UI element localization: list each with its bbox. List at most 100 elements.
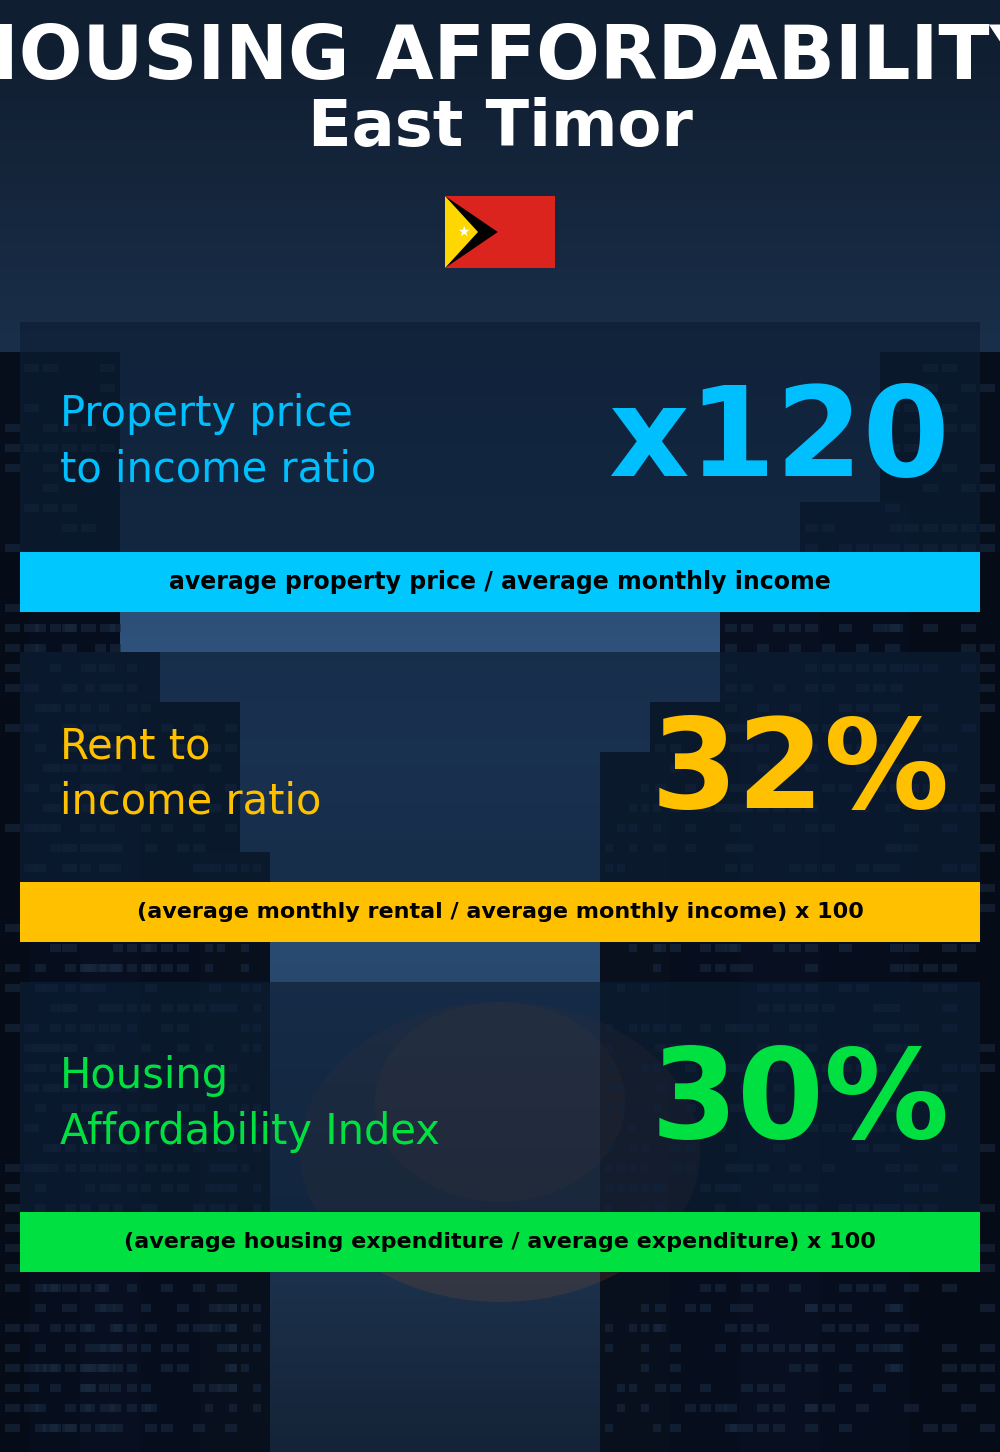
Bar: [229, 1265, 237, 1272]
Bar: [113, 844, 123, 852]
Bar: [715, 1204, 726, 1212]
Bar: [35, 645, 46, 652]
Bar: [209, 1304, 221, 1313]
Bar: [856, 1404, 869, 1411]
Bar: [670, 944, 681, 953]
Bar: [217, 1384, 225, 1392]
Bar: [80, 1085, 91, 1092]
Bar: [95, 1363, 106, 1372]
Bar: [942, 764, 957, 772]
Bar: [217, 1284, 225, 1292]
Bar: [730, 784, 741, 791]
Bar: [43, 504, 58, 513]
Bar: [193, 844, 205, 852]
Bar: [127, 704, 137, 711]
Bar: [193, 1384, 205, 1392]
Bar: [141, 1003, 151, 1012]
Bar: [145, 1244, 157, 1252]
Bar: [127, 664, 137, 672]
Bar: [20, 881, 980, 942]
Bar: [757, 1384, 769, 1392]
Bar: [873, 1024, 886, 1032]
Bar: [856, 884, 869, 892]
Bar: [904, 444, 919, 452]
Bar: [127, 1345, 137, 1352]
Bar: [942, 1384, 957, 1392]
Bar: [253, 984, 261, 992]
Bar: [145, 964, 157, 971]
Bar: [923, 984, 938, 992]
Bar: [789, 1124, 801, 1133]
Bar: [177, 944, 189, 953]
Bar: [193, 1064, 205, 1072]
Bar: [890, 1363, 903, 1372]
Bar: [35, 1404, 46, 1411]
Bar: [161, 1003, 173, 1012]
Bar: [822, 664, 835, 672]
Bar: [961, 544, 976, 552]
Bar: [805, 764, 818, 772]
Bar: [741, 1085, 753, 1092]
Bar: [856, 584, 869, 592]
Bar: [127, 1104, 137, 1112]
Bar: [85, 1024, 95, 1032]
Bar: [127, 1144, 137, 1151]
Bar: [5, 1165, 20, 1172]
Bar: [605, 844, 613, 852]
Bar: [942, 804, 957, 812]
Bar: [95, 1345, 106, 1352]
Bar: [715, 1345, 726, 1352]
Bar: [80, 844, 91, 852]
Bar: [805, 764, 817, 772]
Bar: [24, 1085, 39, 1092]
Bar: [923, 725, 938, 732]
Bar: [885, 1363, 900, 1372]
Bar: [773, 984, 785, 992]
Bar: [805, 1244, 817, 1252]
Bar: [43, 1044, 58, 1053]
Bar: [822, 1324, 835, 1331]
Bar: [217, 1165, 225, 1172]
Bar: [145, 1404, 157, 1411]
Bar: [5, 1345, 20, 1352]
Bar: [885, 1265, 900, 1272]
Bar: [50, 1144, 61, 1151]
Bar: [670, 743, 681, 752]
Bar: [685, 844, 696, 852]
Bar: [81, 964, 96, 971]
Bar: [24, 563, 39, 572]
Bar: [65, 684, 76, 693]
Bar: [670, 1384, 681, 1392]
Bar: [43, 764, 58, 772]
Bar: [113, 964, 123, 971]
Bar: [789, 1284, 801, 1292]
Bar: [113, 684, 123, 693]
Bar: [253, 1183, 261, 1192]
Bar: [193, 884, 205, 892]
Bar: [127, 684, 137, 693]
Bar: [730, 1064, 741, 1072]
Bar: [24, 1124, 39, 1133]
Bar: [65, 1324, 76, 1331]
Bar: [127, 1384, 137, 1392]
Bar: [99, 725, 109, 732]
Bar: [725, 1165, 737, 1172]
Bar: [641, 1244, 649, 1252]
Bar: [757, 1003, 769, 1012]
Bar: [961, 1244, 976, 1252]
Bar: [605, 1183, 613, 1192]
Bar: [856, 923, 869, 932]
Bar: [110, 1183, 121, 1192]
Bar: [725, 1064, 737, 1072]
Bar: [730, 1304, 741, 1313]
Bar: [193, 725, 205, 732]
Bar: [5, 424, 20, 433]
Bar: [65, 964, 76, 971]
Bar: [24, 823, 39, 832]
Bar: [241, 1104, 249, 1112]
Bar: [805, 1363, 818, 1372]
Bar: [5, 1183, 20, 1192]
Bar: [885, 1024, 900, 1032]
Bar: [100, 884, 115, 892]
Bar: [50, 844, 61, 852]
